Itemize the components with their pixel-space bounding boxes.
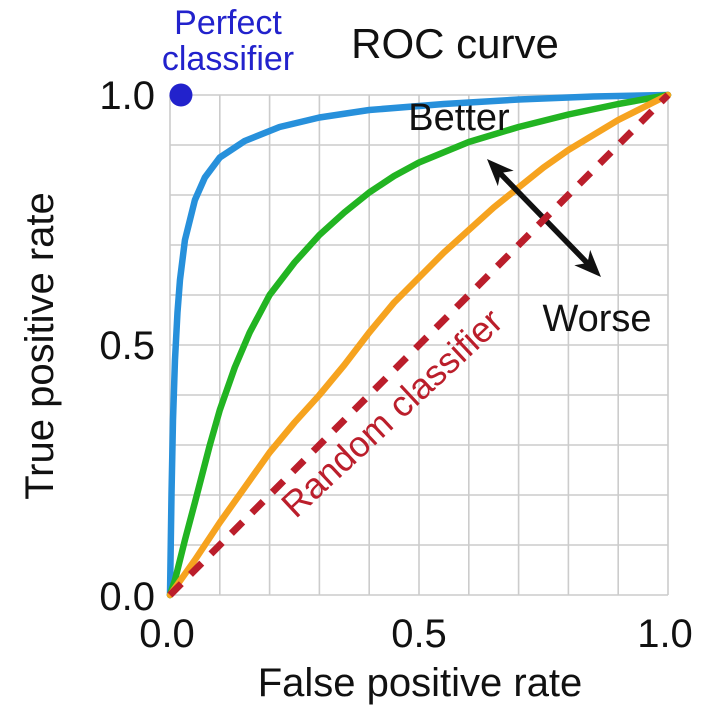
curve-random-classifier [167, 92, 671, 598]
x-tick-05: 0.5 [391, 612, 447, 656]
curve-good-classifier [166, 91, 672, 599]
dashed-random-line [167, 92, 671, 598]
y-tick-05: 0.5 [99, 324, 155, 368]
curve-excellent-classifier [166, 91, 672, 599]
roc-curves [166, 91, 672, 599]
x-axis-label: False positive rate [257, 661, 583, 705]
arrowhead-better-icon [487, 159, 514, 187]
arrowhead-worse-icon [574, 249, 601, 277]
y-tick-0: 0.0 [99, 575, 155, 619]
y-axis-label: True positive rate [18, 192, 62, 500]
grid-lines [169, 94, 669, 596]
perfect-point [169, 83, 193, 107]
y-tick-1: 1.0 [99, 74, 155, 118]
x-tick-0: 0.0 [139, 612, 195, 656]
worse-label: Worse [542, 298, 652, 341]
perfect-classifier-label-line2: classifier [161, 39, 295, 78]
curve-poor-classifier [166, 91, 672, 599]
chart-title: ROC curve [351, 20, 559, 67]
perfect-classifier-label-line1: Perfect [174, 4, 282, 42]
better-label: Better [408, 97, 510, 140]
x-tick-1: 1.0 [637, 612, 693, 656]
perfect-classifier-label: Perfect classifier [161, 4, 295, 78]
